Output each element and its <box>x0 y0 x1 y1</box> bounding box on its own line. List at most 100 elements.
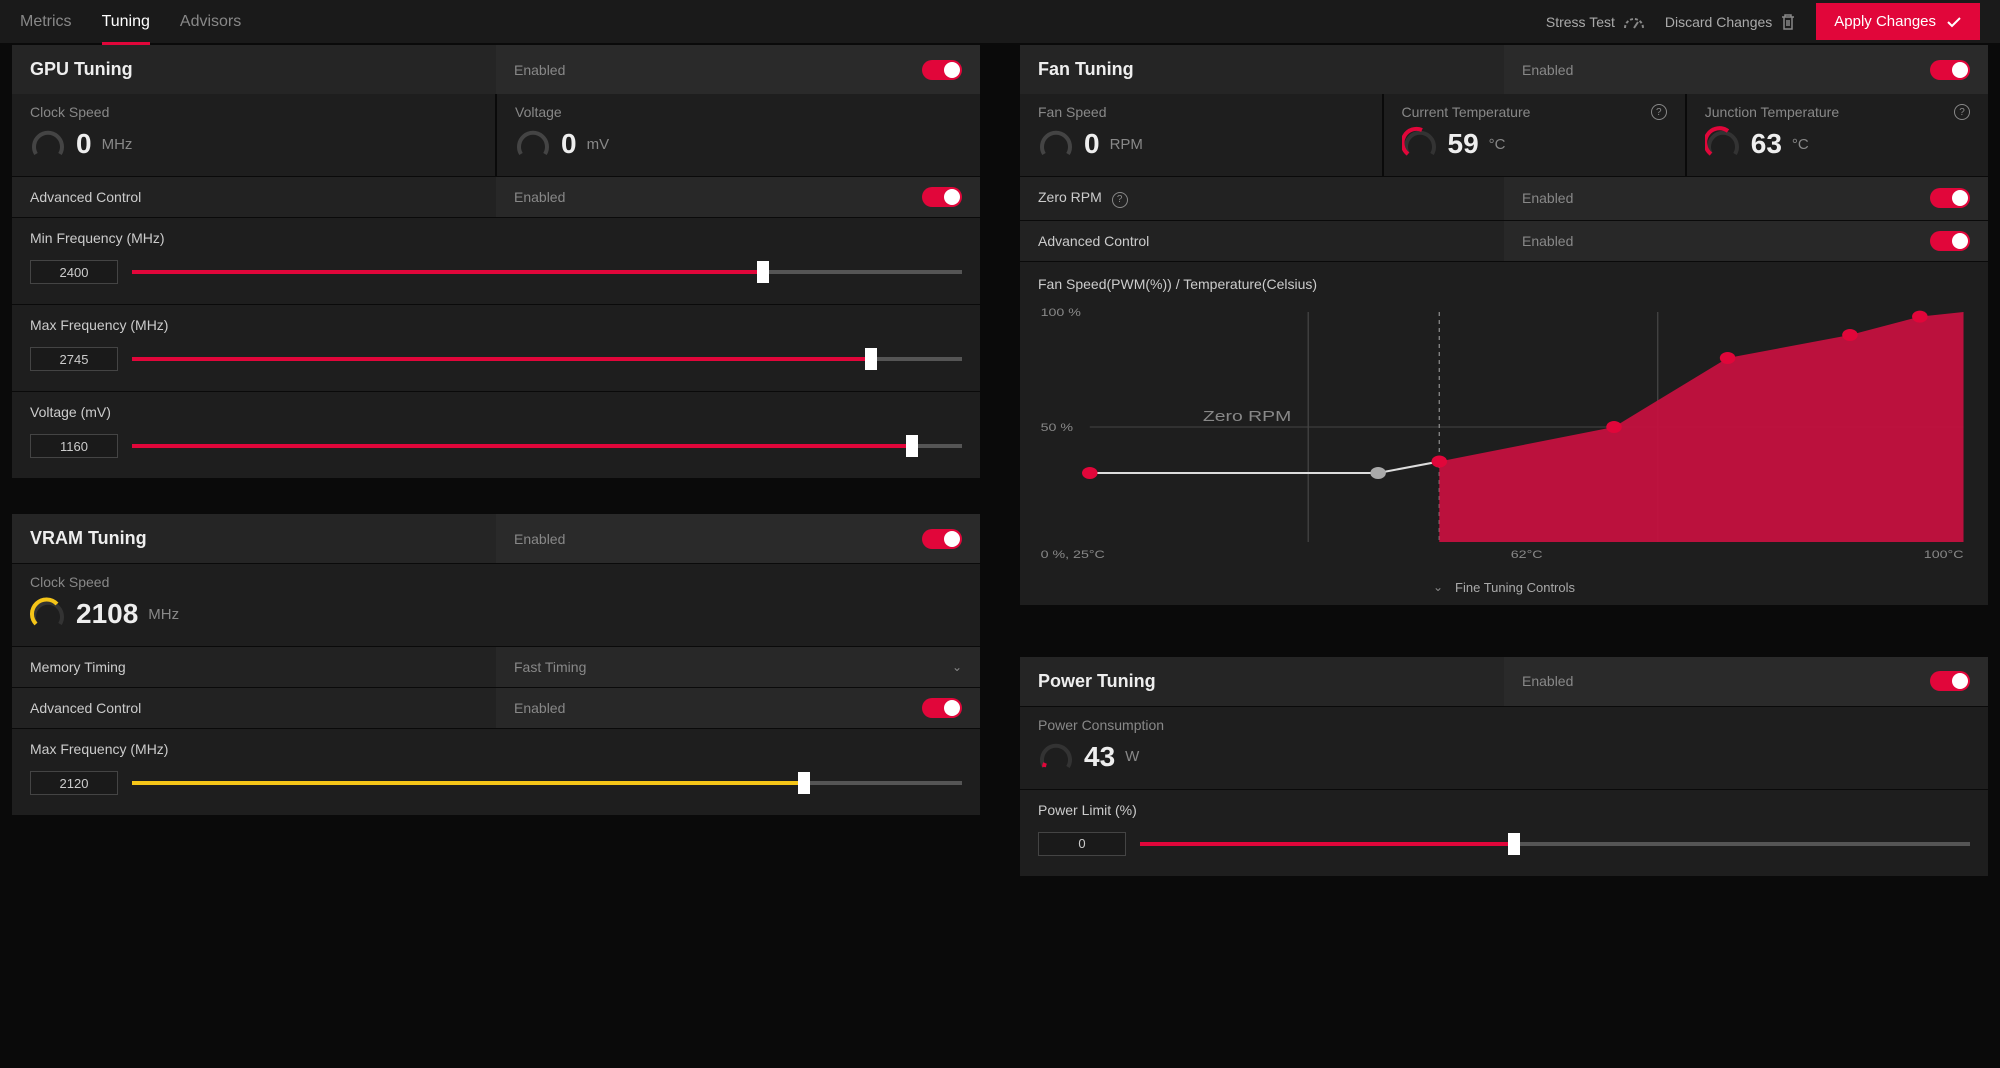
power-cons-label: Power Consumption <box>1038 717 1970 733</box>
vram-clock-unit: MHz <box>148 606 179 623</box>
power-limit-label: Power Limit (%) <box>1038 802 1970 818</box>
svg-text:Zero RPM: Zero RPM <box>1203 407 1291 424</box>
cur-temp-value: 59 <box>1448 128 1479 160</box>
tab-metrics[interactable]: Metrics <box>20 1 72 43</box>
gpu-tuning-panel: GPU Tuning Enabled Clock Speed 0 MHz Vol… <box>12 45 980 478</box>
fan-enabled-label: Enabled <box>1522 62 1573 78</box>
voltage-slider[interactable] <box>132 444 962 448</box>
clock-gauge-icon <box>30 126 66 162</box>
junc-temp-value: 63 <box>1751 128 1782 160</box>
apply-label: Apply Changes <box>1834 13 1936 30</box>
vram-enabled-toggle[interactable] <box>922 529 962 549</box>
gpu-tuning-title: GPU Tuning <box>12 45 496 94</box>
vram-adv-enabled: Enabled <box>514 700 565 716</box>
junc-temp-unit: °C <box>1792 136 1809 153</box>
fine-tuning-expand[interactable]: ⌄ Fine Tuning Controls <box>1020 570 1988 605</box>
info-icon[interactable]: ? <box>1112 192 1128 208</box>
clock-unit: MHz <box>102 136 133 153</box>
vram-clock-value: 2108 <box>76 598 138 630</box>
gpu-adv-toggle[interactable] <box>922 187 962 207</box>
svg-text:0 %, 25°C: 0 %, 25°C <box>1041 547 1105 560</box>
nav-tabs: Metrics Tuning Advisors <box>20 1 241 43</box>
zero-rpm-label: Zero RPM <box>1038 189 1102 205</box>
voltage-value: 0 <box>561 128 577 160</box>
min-freq-label: Min Frequency (MHz) <box>30 230 962 246</box>
voltage-label: Voltage <box>515 104 962 120</box>
gpu-adv-enabled: Enabled <box>514 189 565 205</box>
fan-adv-toggle[interactable] <box>1930 231 1970 251</box>
fan-speed-gauge-icon <box>1038 126 1074 162</box>
tab-advisors[interactable]: Advisors <box>180 1 241 43</box>
mem-timing-select[interactable]: Fast Timing ⌄ <box>496 647 980 687</box>
voltage-gauge-icon <box>515 126 551 162</box>
fan-speed-label: Fan Speed <box>1038 104 1364 120</box>
trash-icon <box>1780 13 1796 31</box>
voltage-slider-label: Voltage (mV) <box>30 404 962 420</box>
fan-chart-title: Fan Speed(PWM(%)) / Temperature(Celsius) <box>1038 276 1970 292</box>
gpu-adv-label: Advanced Control <box>12 177 496 217</box>
tab-tuning[interactable]: Tuning <box>102 1 150 43</box>
vram-clock-label: Clock Speed <box>30 574 962 590</box>
info-icon[interactable]: ? <box>1954 104 1970 120</box>
svg-text:100°C: 100°C <box>1924 547 1964 560</box>
junc-temp-label: Junction Temperature <box>1705 104 1839 120</box>
fine-tune-label: Fine Tuning Controls <box>1455 580 1575 595</box>
min-freq-input[interactable] <box>30 260 118 284</box>
clock-speed-label: Clock Speed <box>30 104 477 120</box>
gpu-enabled-label: Enabled <box>514 62 565 78</box>
mem-timing-value: Fast Timing <box>514 659 586 675</box>
svg-text:100 %: 100 % <box>1041 305 1081 318</box>
vram-title: VRAM Tuning <box>12 514 496 563</box>
power-tuning-panel: Power Tuning Enabled Power Consumption 4… <box>1020 657 1988 876</box>
gpu-enabled-toggle[interactable] <box>922 60 962 80</box>
vram-tuning-panel: VRAM Tuning Enabled Clock Speed 2108 MHz… <box>12 514 980 815</box>
vram-adv-toggle[interactable] <box>922 698 962 718</box>
cur-temp-gauge-icon <box>1402 126 1438 162</box>
fan-curve-chart[interactable]: 100 %50 %0 %, 25°C62°C100°CZero RPM <box>1038 302 1970 562</box>
power-cons-value: 43 <box>1084 741 1115 773</box>
mem-timing-label: Memory Timing <box>12 647 496 687</box>
gauge-icon <box>1623 14 1645 30</box>
clock-value: 0 <box>76 128 92 160</box>
voltage-input[interactable] <box>30 434 118 458</box>
vram-max-freq-label: Max Frequency (MHz) <box>30 741 962 757</box>
chevron-down-icon: ⌄ <box>1433 580 1443 594</box>
stress-test-button[interactable]: Stress Test <box>1546 14 1645 30</box>
power-limit-slider[interactable] <box>1140 842 1970 846</box>
max-freq-label: Max Frequency (MHz) <box>30 317 962 333</box>
min-freq-slider[interactable] <box>132 270 962 274</box>
check-icon <box>1946 16 1962 28</box>
power-enabled-label: Enabled <box>1522 673 1573 689</box>
fan-adv-label: Advanced Control <box>1020 221 1504 261</box>
vram-max-freq-slider[interactable] <box>132 781 962 785</box>
fan-enabled-toggle[interactable] <box>1930 60 1970 80</box>
power-enabled-toggle[interactable] <box>1930 671 1970 691</box>
fan-tuning-panel: Fan Tuning Enabled Fan Speed 0 RPM Curre… <box>1020 45 1988 605</box>
junc-temp-gauge-icon <box>1705 126 1741 162</box>
apply-changes-button[interactable]: Apply Changes <box>1816 3 1980 40</box>
cur-temp-label: Current Temperature <box>1402 104 1531 120</box>
max-freq-slider[interactable] <box>132 357 962 361</box>
discard-changes-button[interactable]: Discard Changes <box>1665 13 1796 31</box>
fan-speed-value: 0 <box>1084 128 1100 160</box>
max-freq-input[interactable] <box>30 347 118 371</box>
voltage-unit: mV <box>587 136 610 153</box>
power-limit-input[interactable] <box>1038 832 1126 856</box>
fan-title: Fan Tuning <box>1020 45 1504 94</box>
discard-label: Discard Changes <box>1665 14 1772 30</box>
cur-temp-unit: °C <box>1489 136 1506 153</box>
power-title: Power Tuning <box>1020 657 1504 706</box>
vram-adv-label: Advanced Control <box>12 688 496 728</box>
fan-speed-unit: RPM <box>1110 136 1143 153</box>
info-icon[interactable]: ? <box>1651 104 1667 120</box>
stress-test-label: Stress Test <box>1546 14 1615 30</box>
fan-adv-enabled: Enabled <box>1522 233 1573 249</box>
zero-rpm-enabled: Enabled <box>1522 190 1573 206</box>
power-cons-unit: W <box>1125 748 1139 765</box>
power-gauge-icon <box>1038 739 1074 775</box>
vram-gauge-icon <box>30 596 66 632</box>
svg-text:50 %: 50 % <box>1041 420 1073 433</box>
vram-max-freq-input[interactable] <box>30 771 118 795</box>
chevron-down-icon: ⌄ <box>952 660 962 674</box>
zero-rpm-toggle[interactable] <box>1930 188 1970 208</box>
